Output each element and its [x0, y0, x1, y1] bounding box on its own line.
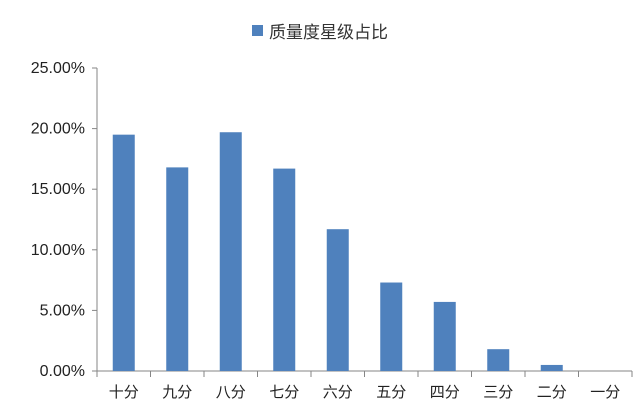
legend-swatch — [252, 25, 263, 36]
y-tick-label: 10.00% — [31, 242, 85, 259]
bar-二分 — [540, 364, 563, 371]
y-tick-label: 15.00% — [31, 181, 85, 198]
bar-九分 — [166, 167, 189, 371]
y-tick-label: 5.00% — [40, 302, 85, 319]
x-category-label: 八分 — [216, 383, 246, 401]
x-category-label: 四分 — [430, 383, 460, 401]
y-tick-label: 25.00% — [31, 60, 85, 77]
legend: 质量度星级占比 — [0, 18, 640, 43]
legend-label: 质量度星级占比 — [269, 23, 388, 43]
bar-六分 — [326, 229, 349, 371]
bar-七分 — [273, 168, 296, 371]
bar-十分 — [112, 134, 135, 371]
y-tick-label: 20.00% — [31, 121, 85, 138]
bar-八分 — [219, 132, 242, 371]
x-category-label: 三分 — [483, 383, 513, 401]
bar-三分 — [487, 349, 510, 371]
x-category-label: 五分 — [376, 383, 406, 401]
x-category-label: 六分 — [323, 383, 353, 401]
bar-四分 — [433, 301, 456, 371]
x-category-label: 二分 — [537, 383, 567, 401]
bar-五分 — [380, 282, 403, 371]
x-category-label: 十分 — [109, 383, 139, 401]
x-category-label: 七分 — [269, 383, 299, 401]
y-tick-label: 0.00% — [40, 363, 85, 380]
x-category-label: 一分 — [590, 383, 620, 401]
x-category-label: 九分 — [162, 383, 192, 401]
